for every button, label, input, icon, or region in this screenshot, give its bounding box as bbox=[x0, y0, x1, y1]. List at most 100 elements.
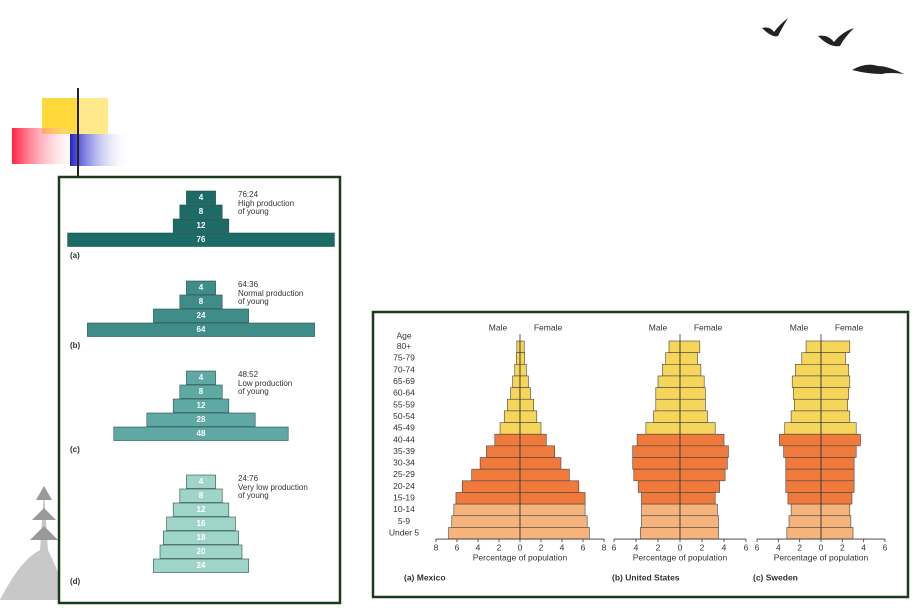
x-tick-label: 2 bbox=[497, 542, 502, 552]
pyramid-bar bbox=[820, 387, 850, 400]
pyramid-bar bbox=[632, 457, 681, 470]
pyramid-bar bbox=[820, 340, 851, 353]
pyramid-bar bbox=[679, 445, 729, 458]
x-tick-label: 0 bbox=[819, 542, 824, 552]
pyramid-bar bbox=[679, 503, 718, 517]
pyramid-bar bbox=[795, 363, 822, 377]
age-bar-label: 12 bbox=[197, 505, 206, 514]
pyramid-bar bbox=[519, 515, 588, 528]
age-bar-label: 64 bbox=[197, 325, 206, 334]
pyramid-bar bbox=[820, 492, 853, 505]
x-axis-label: Percentage of population bbox=[774, 552, 869, 562]
x-tick-label: 4 bbox=[476, 542, 481, 552]
pyramid-bar bbox=[519, 398, 534, 412]
pyramid-bar bbox=[679, 422, 716, 435]
pyramid-bar bbox=[519, 410, 538, 423]
age-bar-label: 12 bbox=[197, 401, 206, 410]
x-tick-label: 4 bbox=[861, 542, 866, 552]
pyramid-bar bbox=[519, 527, 590, 540]
pyramid-bar bbox=[679, 387, 706, 400]
age-bar-label: 4 bbox=[199, 193, 204, 202]
x-tick-label: 6 bbox=[883, 542, 888, 552]
x-tick-label: 0 bbox=[678, 542, 683, 552]
pyramid-bar bbox=[641, 515, 681, 528]
x-tick-label: 4 bbox=[776, 542, 781, 552]
pyramid-bar bbox=[519, 352, 526, 365]
age-bar bbox=[179, 294, 223, 309]
age-bar bbox=[87, 322, 315, 337]
age-bar bbox=[179, 384, 223, 399]
pyramid-bar bbox=[519, 492, 586, 505]
age-bar bbox=[153, 308, 249, 323]
age-label: 5-9 bbox=[398, 516, 411, 526]
description: of young bbox=[238, 491, 269, 500]
age-label: 10-14 bbox=[393, 504, 415, 514]
age-label: 55-59 bbox=[393, 399, 415, 409]
pyramid-bar bbox=[786, 527, 822, 540]
pyramid-bar bbox=[820, 398, 848, 412]
ratio: 48:52 bbox=[238, 370, 259, 379]
pyramid-bar bbox=[790, 410, 822, 423]
ratio: 24:76 bbox=[238, 474, 259, 483]
age-label: 60-64 bbox=[393, 388, 415, 398]
age-bar-label: 24 bbox=[197, 561, 206, 570]
x-tick-label: 0 bbox=[518, 542, 523, 552]
age-label: 15-19 bbox=[393, 493, 415, 503]
pyramid-bar bbox=[655, 387, 681, 400]
pyramid-bar bbox=[820, 433, 861, 447]
panel-label: (c) bbox=[70, 445, 80, 454]
age-label: 80+ bbox=[397, 341, 411, 351]
pyramid-bar bbox=[790, 503, 822, 517]
age-label: 70-74 bbox=[393, 364, 415, 374]
x-axis-label: Percentage of population bbox=[473, 552, 568, 562]
pyramid-bar bbox=[788, 515, 822, 528]
pyramid-bar bbox=[637, 480, 681, 493]
age-bar-label: 20 bbox=[197, 547, 206, 556]
age-bar-label: 8 bbox=[199, 207, 204, 216]
pyramid-bar bbox=[503, 410, 521, 423]
pyramid-bar bbox=[820, 422, 857, 435]
age-bar-label: 4 bbox=[199, 477, 204, 486]
description: Normal production bbox=[238, 289, 303, 298]
pyramid-bar bbox=[820, 480, 855, 493]
age-bar-label: 4 bbox=[199, 373, 204, 382]
age-bar bbox=[186, 280, 216, 295]
x-tick-label: 6 bbox=[612, 542, 617, 552]
description: of young bbox=[238, 207, 269, 216]
pyramid-bar bbox=[486, 445, 521, 458]
pyramid-bar bbox=[507, 398, 521, 412]
pyramid-bar bbox=[471, 468, 521, 482]
pyramid-bar bbox=[641, 492, 681, 505]
x-tick-label: 8 bbox=[434, 542, 439, 552]
age-label: 50-54 bbox=[393, 411, 415, 421]
x-tick-label: 4 bbox=[634, 542, 639, 552]
age-bar bbox=[163, 530, 240, 545]
pyramid-bar bbox=[791, 375, 822, 388]
age-bar bbox=[153, 558, 249, 573]
pyramid-bar bbox=[679, 352, 698, 365]
pyramid-bar bbox=[679, 527, 719, 540]
pyramid-bar bbox=[785, 480, 822, 493]
x-tick-label: 2 bbox=[656, 542, 661, 552]
pyramid-bar bbox=[801, 352, 822, 365]
age-bar bbox=[172, 398, 230, 413]
age-label: 75-79 bbox=[393, 353, 415, 363]
age-bar bbox=[179, 204, 223, 219]
age-bar-label: 28 bbox=[197, 415, 206, 424]
pyramid-bar bbox=[499, 422, 521, 435]
pyramid-bar bbox=[519, 457, 562, 470]
chart-title: (b) United States bbox=[612, 572, 680, 582]
pyramid-bar bbox=[679, 492, 716, 505]
pyramid-bar bbox=[805, 340, 822, 353]
pyramid-bar bbox=[519, 480, 580, 493]
x-tick-label: 6 bbox=[744, 542, 749, 552]
pyramid-bar bbox=[519, 363, 527, 377]
pyramid-bar bbox=[455, 492, 521, 505]
pyramid-bar bbox=[820, 410, 851, 423]
legend-label: Male bbox=[649, 322, 668, 332]
x-axis-label: Percentage of population bbox=[633, 552, 728, 562]
pyramid-bar bbox=[820, 352, 846, 365]
pyramid-bar bbox=[820, 445, 857, 458]
pyramid-bar bbox=[787, 492, 822, 505]
pyramid-bar bbox=[640, 527, 681, 540]
